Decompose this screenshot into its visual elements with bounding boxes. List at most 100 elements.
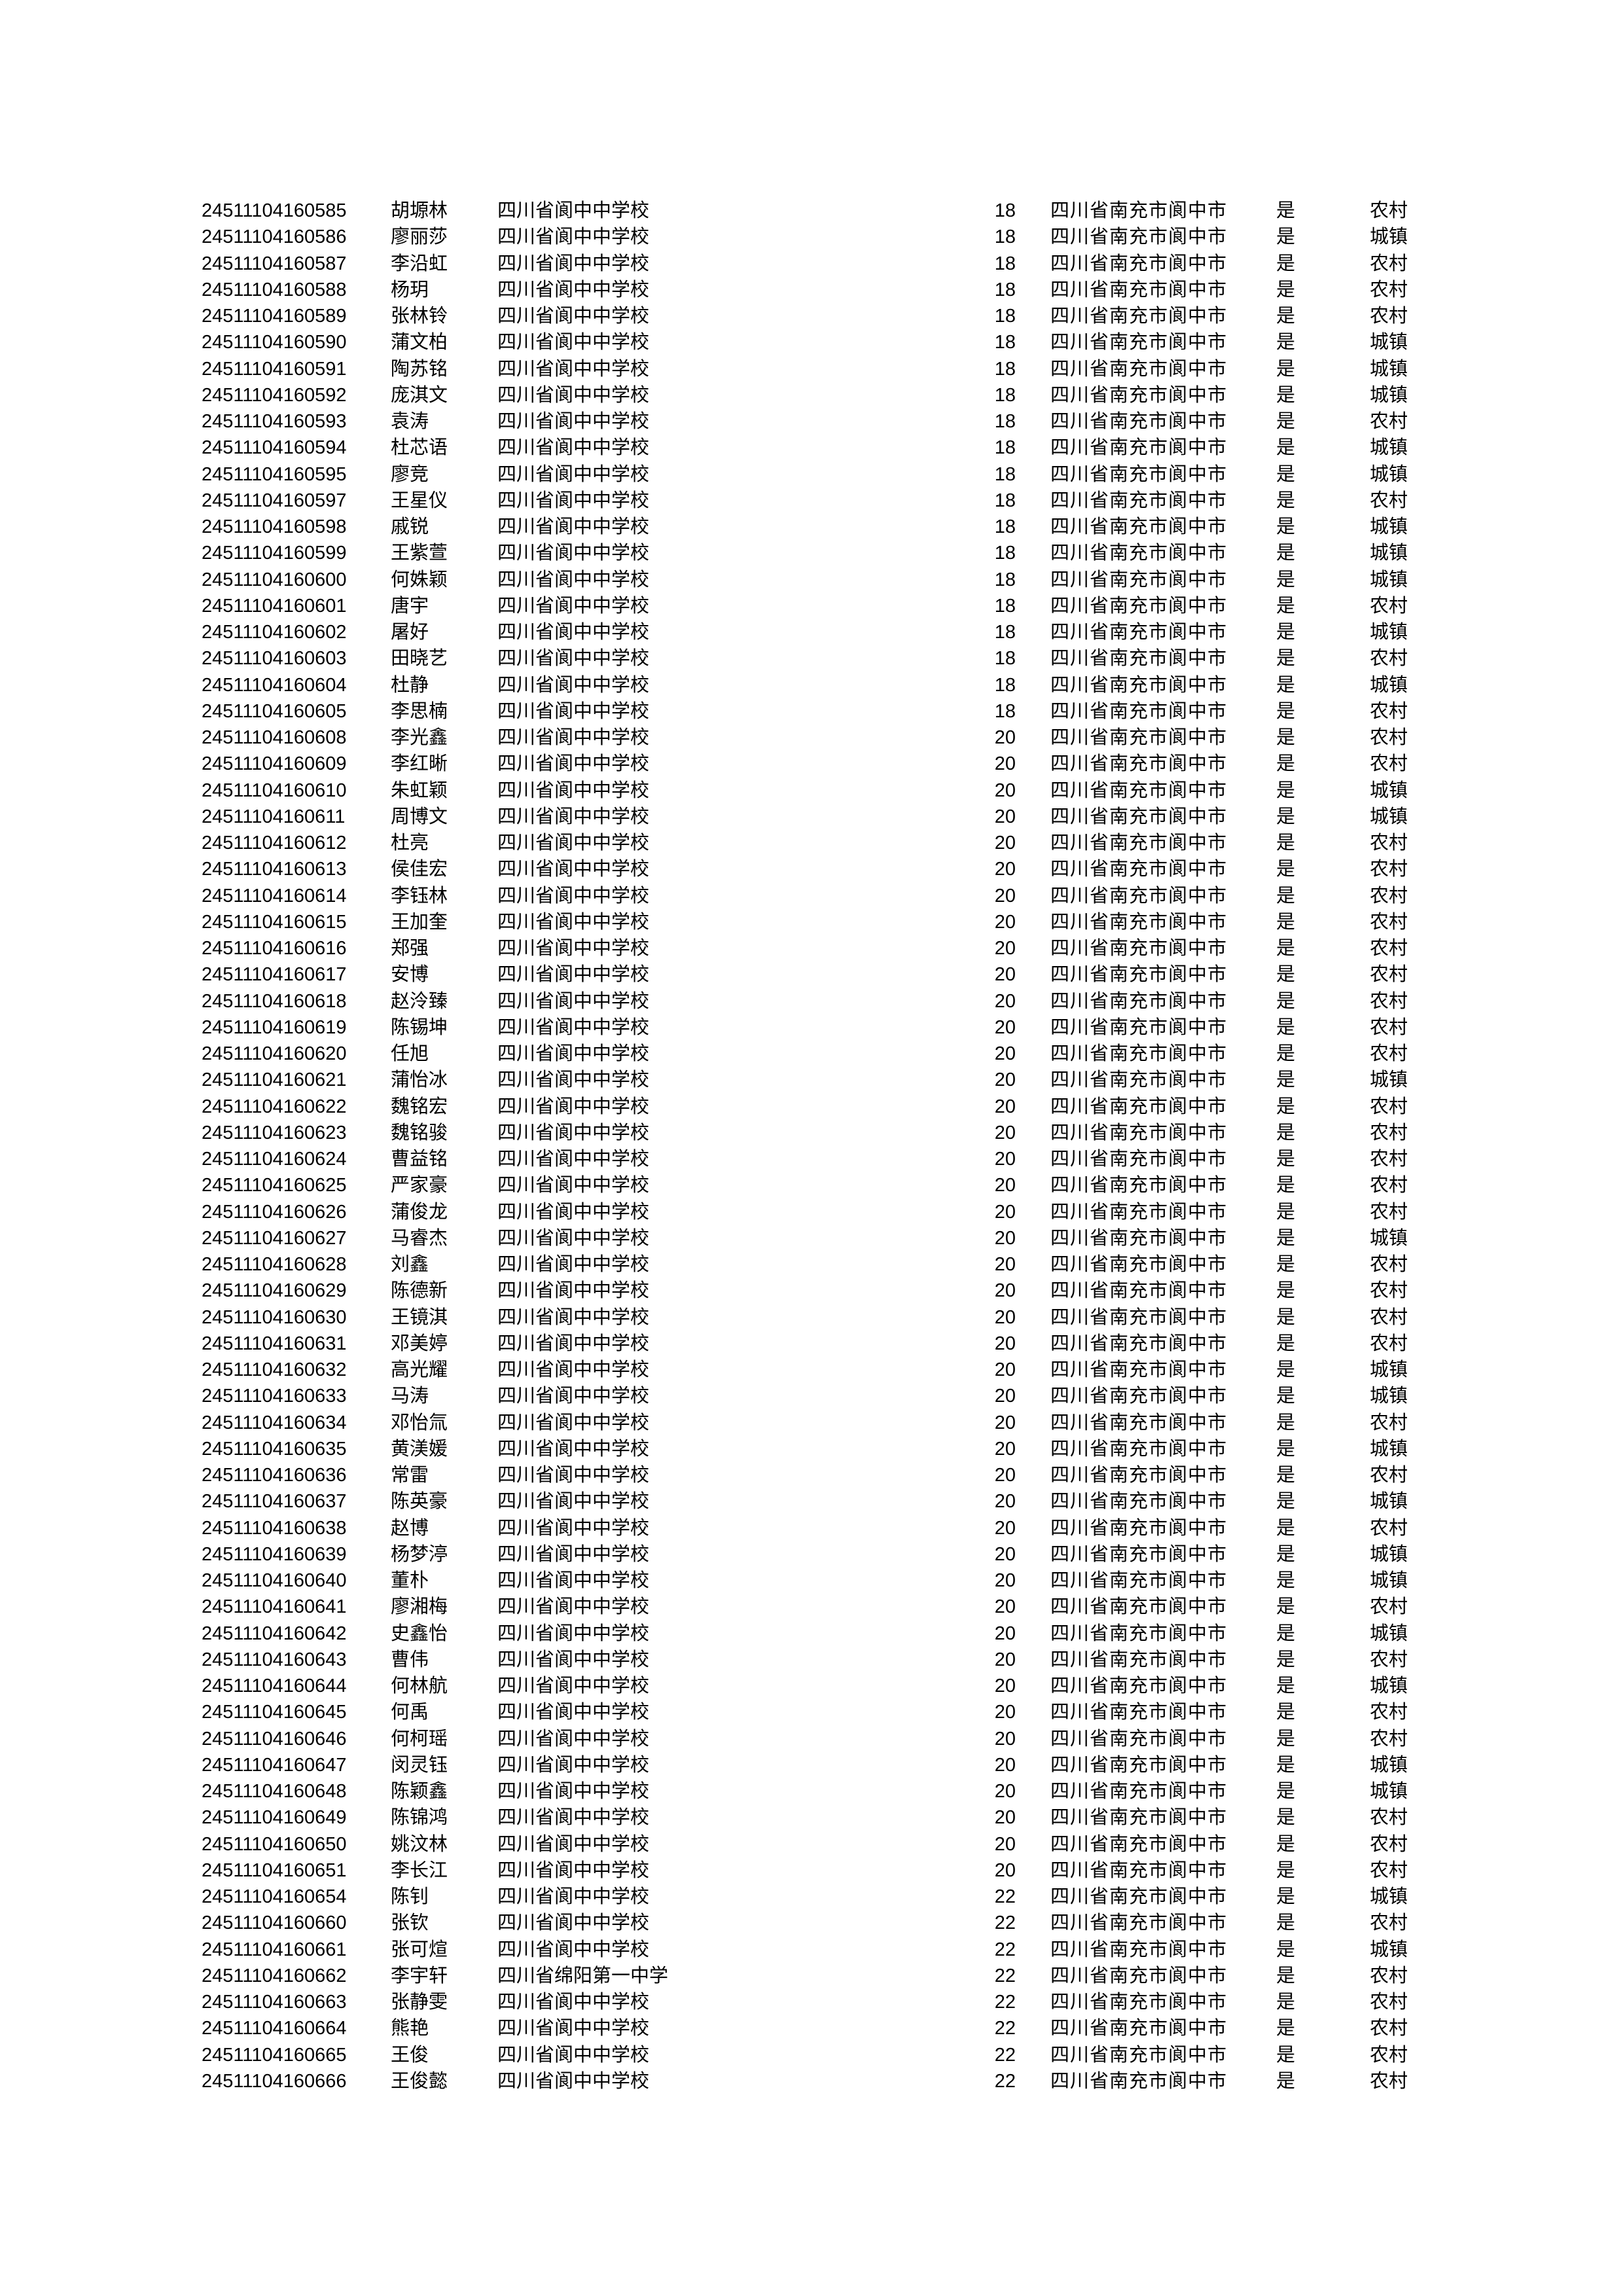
flag-cell: 是: [1276, 2070, 1296, 2092]
school-cell: 四川省阆中中学校: [497, 1754, 650, 1776]
name-cell: 李思楠: [391, 700, 448, 722]
flag-cell: 是: [1276, 700, 1296, 722]
age-cell: 18: [994, 253, 1016, 274]
school-cell: 四川省阆中中学校: [497, 885, 650, 906]
residence-type-cell: 农村: [1370, 700, 1408, 722]
residence-type-cell: 农村: [1370, 859, 1408, 880]
school-cell: 四川省阆中中学校: [497, 2018, 650, 2039]
flag-cell: 是: [1276, 622, 1296, 643]
student-id-cell: 24511104160631: [202, 1333, 347, 1354]
age-cell: 20: [994, 1043, 1016, 1064]
student-id-cell: 24511104160585: [202, 200, 347, 221]
age-cell: 22: [994, 1965, 1016, 1986]
address-cell: 四川省南充市阆中市: [1050, 1833, 1228, 1855]
name-cell: 李红晰: [391, 753, 448, 775]
name-cell: 李光鑫: [391, 727, 448, 748]
name-cell: 戚锐: [391, 516, 429, 537]
table-row: 24511104160643 曹伟 四川省阆中中学校 20 四川省南充市阆中市 是 农村: [0, 1647, 1623, 1673]
student-id-cell: 24511104160612: [202, 833, 347, 853]
name-cell: 陈锡坤: [391, 1016, 448, 1038]
name-cell: 董朴: [391, 1570, 429, 1591]
residence-type-cell: 农村: [1370, 1306, 1408, 1328]
table-row: 24511104160664 熊艳 四川省阆中中学校 22 四川省南充市阆中市 是 农村: [0, 2015, 1623, 2041]
flag-cell: 是: [1276, 753, 1296, 775]
address-cell: 四川省南充市阆中市: [1050, 753, 1228, 775]
student-id-cell: 24511104160635: [202, 1438, 347, 1460]
name-cell: 杨玥: [391, 279, 429, 300]
flag-cell: 是: [1276, 463, 1296, 485]
flag-cell: 是: [1276, 1912, 1296, 1934]
student-id-cell: 24511104160590: [202, 332, 347, 353]
flag-cell: 是: [1276, 1676, 1296, 1696]
address-cell: 四川省南充市阆中市: [1050, 964, 1228, 986]
student-id-cell: 24511104160661: [202, 1939, 347, 1960]
student-id-cell: 24511104160611: [202, 806, 346, 827]
flag-cell: 是: [1276, 543, 1296, 564]
school-cell: 四川省阆中中学校: [497, 1175, 650, 1196]
address-cell: 四川省南充市阆中市: [1050, 1965, 1228, 1986]
table-row: 24511104160661 张可煊 四川省阆中中学校 22 四川省南充市阆中市 是 城镇: [0, 1937, 1623, 1963]
school-cell: 四川省阆中中学校: [497, 1912, 650, 1934]
name-cell: 田晓艺: [391, 648, 448, 670]
student-id-cell: 24511104160595: [202, 463, 347, 485]
student-id-cell: 24511104160664: [202, 2018, 347, 2039]
name-cell: 刘鑫: [391, 1254, 429, 1275]
name-cell: 魏铭骏: [391, 1122, 448, 1143]
flag-cell: 是: [1276, 1939, 1296, 1960]
table-row: 24511104160634 邓怡氚 四川省阆中中学校 20 四川省南充市阆中市 是 农村: [0, 1410, 1623, 1436]
flag-cell: 是: [1276, 1543, 1296, 1565]
age-cell: 20: [994, 1386, 1016, 1407]
school-cell: 四川省阆中中学校: [497, 1465, 650, 1486]
student-id-cell: 24511104160615: [202, 911, 347, 933]
age-cell: 20: [994, 1649, 1016, 1670]
student-id-cell: 24511104160622: [202, 1096, 347, 1117]
school-cell: 四川省阆中中学校: [497, 806, 650, 827]
table-row: 24511104160641 廖湘梅 四川省阆中中学校 20 四川省南充市阆中市 是 农村: [0, 1594, 1623, 1620]
age-cell: 18: [994, 595, 1016, 617]
table-row: 24511104160605 李思楠 四川省阆中中学校 18 四川省南充市阆中市 是 农村: [0, 698, 1623, 725]
flag-cell: 是: [1276, 1412, 1296, 1433]
school-cell: 四川省阆中中学校: [497, 1254, 650, 1275]
table-row: 24511104160618 赵泠臻 四川省阆中中学校 20 四川省南充市阆中市 是 农村: [0, 988, 1623, 1014]
student-id-cell: 24511104160626: [202, 1201, 347, 1223]
address-cell: 四川省南充市阆中市: [1050, 1596, 1228, 1618]
flag-cell: 是: [1276, 1833, 1296, 1855]
flag-cell: 是: [1276, 1306, 1296, 1328]
school-cell: 四川省阆中中学校: [497, 1280, 650, 1302]
table-row: 24511104160609 李红晰 四川省阆中中学校 20 四川省南充市阆中市 是 农村: [0, 751, 1623, 777]
age-cell: 20: [994, 1333, 1016, 1354]
name-cell: 安博: [391, 964, 429, 986]
school-cell: 四川省阆中中学校: [497, 674, 650, 696]
table-row: 24511104160629 陈德新 四川省阆中中学校 20 四川省南充市阆中市 是 农村: [0, 1278, 1623, 1304]
school-cell: 四川省阆中中学校: [497, 700, 650, 722]
residence-type-cell: 农村: [1370, 1807, 1408, 1829]
student-id-cell: 24511104160592: [202, 384, 347, 406]
student-id-cell: 24511104160647: [202, 1754, 347, 1776]
school-cell: 四川省阆中中学校: [497, 226, 650, 248]
school-cell: 四川省阆中中学校: [497, 1702, 650, 1723]
table-row: 24511104160663 张静雯 四川省阆中中学校 22 四川省南充市阆中市 是 农村: [0, 1989, 1623, 2015]
address-cell: 四川省南充市阆中市: [1050, 1043, 1228, 1064]
name-cell: 张林铃: [391, 306, 448, 327]
school-cell: 四川省阆中中学校: [497, 411, 650, 432]
address-cell: 四川省南充市阆中市: [1050, 1201, 1228, 1223]
name-cell: 马涛: [391, 1386, 429, 1407]
table-row: 24511104160594 杜芯语 四川省阆中中学校 18 四川省南充市阆中市 是 城镇: [0, 435, 1623, 461]
residence-type-cell: 农村: [1370, 411, 1408, 432]
residence-type-cell: 农村: [1370, 1280, 1408, 1302]
table-row: 24511104160595 廖竞 四川省阆中中学校 18 四川省南充市阆中市 是 城镇: [0, 461, 1623, 488]
address-cell: 四川省南充市阆中市: [1050, 700, 1228, 722]
table-row: 24511104160619 陈锡坤 四川省阆中中学校 20 四川省南充市阆中市 是 农村: [0, 1014, 1623, 1041]
flag-cell: 是: [1276, 1201, 1296, 1223]
table-row: 24511104160637 陈英豪 四川省阆中中学校 20 四川省南充市阆中市 是 城镇: [0, 1488, 1623, 1515]
name-cell: 常雷: [391, 1465, 429, 1486]
flag-cell: 是: [1276, 332, 1296, 353]
flag-cell: 是: [1276, 1965, 1296, 1986]
name-cell: 何林航: [391, 1676, 448, 1696]
table-row: 24511104160640 董朴 四川省阆中中学校 20 四川省南充市阆中市 是 城镇: [0, 1568, 1623, 1594]
address-cell: 四川省南充市阆中市: [1050, 990, 1228, 1012]
student-id-cell: 24511104160600: [202, 569, 347, 590]
name-cell: 陈颖鑫: [391, 1781, 448, 1802]
address-cell: 四川省南充市阆中市: [1050, 1754, 1228, 1776]
age-cell: 20: [994, 1859, 1016, 1881]
